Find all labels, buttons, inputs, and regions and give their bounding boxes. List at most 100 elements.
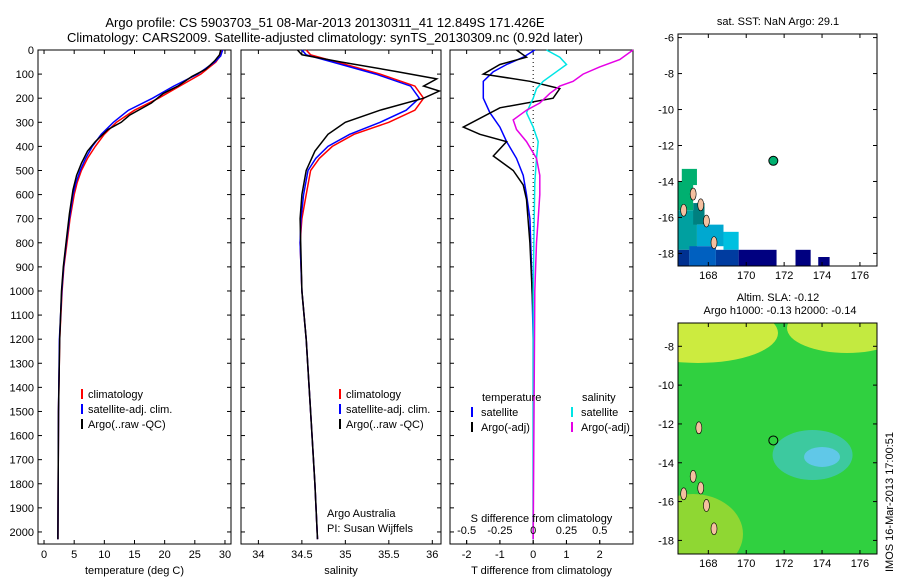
sst-cell xyxy=(723,231,739,250)
island-shape xyxy=(703,499,710,512)
temperature-legend-label: satellite-adj. clim. xyxy=(88,404,172,416)
salinity-diff-tick-label: 0 xyxy=(530,525,536,537)
salinity-legend-label: climatology xyxy=(346,389,402,401)
diff-legend-label: Argo(-adj) xyxy=(581,422,630,434)
sst-cell xyxy=(678,181,694,211)
sst_map-panel xyxy=(677,33,878,267)
sst-cell xyxy=(696,224,724,247)
diff-legend-label: satellite xyxy=(481,407,518,419)
temperature-xtick-label: 0 xyxy=(41,549,47,561)
sst-cell xyxy=(795,249,811,266)
diff-legend-label: satellite xyxy=(581,407,618,419)
sst_map-ytick-label: -10 xyxy=(658,105,674,117)
depth-tick-label: 200 xyxy=(16,93,34,105)
salinity-xtick-label: 34.5 xyxy=(291,549,312,561)
depth-tick-label: 1100 xyxy=(10,310,34,322)
temperature-xtick-label: 20 xyxy=(159,549,171,561)
difference-xtick-label: -1 xyxy=(495,549,505,561)
legend-temperature-title: temperature xyxy=(482,392,541,404)
difference-xtick-label: 1 xyxy=(563,549,569,561)
temperature-panel xyxy=(37,49,232,545)
depth-tick-label: 1300 xyxy=(10,358,34,370)
difference-temperature-satellite-line xyxy=(482,49,536,540)
difference-axes-frame xyxy=(449,49,634,545)
difference-xlabel: T difference from climatology xyxy=(471,565,612,577)
island-shape xyxy=(680,203,687,217)
sla_map-ytick-label: -16 xyxy=(658,497,674,509)
sla-high-patch xyxy=(787,323,877,353)
credit-line1: Argo Australia xyxy=(327,508,396,520)
sla-map-title-line1: Altim. SLA: -0.12 xyxy=(736,292,820,304)
temperature-xtick-label: 10 xyxy=(98,549,110,561)
sla-high-patch xyxy=(678,323,778,363)
credit-line2: PI: Susan Wijffels xyxy=(327,523,413,535)
sst-cell xyxy=(818,257,830,266)
salinity-diff-tick-label: 0.5 xyxy=(592,525,607,537)
temperature-xlabel: temperature (deg C) xyxy=(85,565,184,577)
legend-salinity-title: salinity xyxy=(582,392,616,404)
depth-tick-label: 800 xyxy=(16,238,34,250)
difference-temperature-argo-adj-line xyxy=(461,49,562,540)
depth-tick-label: 1600 xyxy=(10,431,34,443)
sst_map-xtick-label: 176 xyxy=(851,270,869,282)
depth-tick-label: 700 xyxy=(16,214,34,226)
sst-cell xyxy=(738,249,777,266)
sst_map-ytick-label: -6 xyxy=(664,33,674,45)
depth-tick-label: 0 xyxy=(28,45,34,57)
depth-tick-label: 500 xyxy=(16,165,34,177)
island-shape xyxy=(703,214,710,228)
sst_map-ytick-label: -8 xyxy=(664,69,674,81)
temperature-xtick-label: 30 xyxy=(219,549,231,561)
temperature-xtick-label: 25 xyxy=(189,549,201,561)
sla_map-content xyxy=(678,323,877,554)
sla_map-ytick-label: -8 xyxy=(664,341,674,353)
sla_map-ytick-label: -12 xyxy=(658,419,674,431)
sla_map-ytick-label: -18 xyxy=(658,535,674,547)
sst_map-frame xyxy=(677,33,878,267)
temperature-axes-frame xyxy=(37,49,232,545)
argo-float-marker xyxy=(768,435,779,446)
sla_map-xtick-label: 172 xyxy=(775,558,793,570)
island-shape xyxy=(680,487,687,501)
difference-salinity-argo-adj-line xyxy=(512,49,634,540)
chart-title-line2: Climatology: CARS2009. Satellite-adjuste… xyxy=(67,30,583,45)
depth-tick-label: 1000 xyxy=(10,286,34,298)
sst_map-ytick-label: -16 xyxy=(658,212,674,224)
salinity-legend-label: satellite-adj. clim. xyxy=(346,404,430,416)
salinity-axes-frame xyxy=(240,49,442,545)
sst_map-xtick-label: 172 xyxy=(775,270,793,282)
salinity-xtick-label: 35.5 xyxy=(378,549,399,561)
temperature-argo-raw-qc-line xyxy=(57,49,222,540)
salinity-diff-tick-label: -0.5 xyxy=(457,525,476,537)
island-shape xyxy=(697,481,705,495)
salinity-panel xyxy=(240,49,442,545)
difference-panel xyxy=(449,49,634,545)
depth-tick-label: 1400 xyxy=(10,382,34,394)
salinity-xtick-label: 34 xyxy=(252,549,264,561)
depth-tick-label: 600 xyxy=(16,190,34,202)
chart-title-line1: Argo profile: CS 5903703_51 08-Mar-2013 … xyxy=(105,15,545,30)
sla_map-xtick-label: 168 xyxy=(699,558,717,570)
argo-float-marker xyxy=(768,155,779,166)
island-shape xyxy=(710,236,718,249)
island-shape xyxy=(689,470,697,483)
sst-map-title: sat. SST: NaN Argo: 29.1 xyxy=(716,16,840,28)
sst_map-xtick-label: 174 xyxy=(813,270,831,282)
salinity-xlabel: salinity xyxy=(324,565,358,577)
depth-tick-label: 1200 xyxy=(10,334,34,346)
island-shape xyxy=(695,421,703,435)
depth-tick-label: 1500 xyxy=(10,406,34,418)
salinity-xtick-label: 36 xyxy=(426,549,438,561)
salinity-diff-tick-label: -0.25 xyxy=(487,525,512,537)
salinity-diff-axis-label: S difference from climatology xyxy=(471,513,613,525)
island-shape xyxy=(697,198,705,212)
depth-tick-label: 1800 xyxy=(10,479,34,491)
island-shape xyxy=(689,187,697,201)
depth-tick-label: 300 xyxy=(16,117,34,129)
sst-cell xyxy=(715,249,739,266)
sst-cell xyxy=(678,249,690,266)
sst_map-content xyxy=(678,168,830,266)
depth-tick-label: 1700 xyxy=(10,455,34,467)
sla_map-xtick-label: 174 xyxy=(813,558,831,570)
